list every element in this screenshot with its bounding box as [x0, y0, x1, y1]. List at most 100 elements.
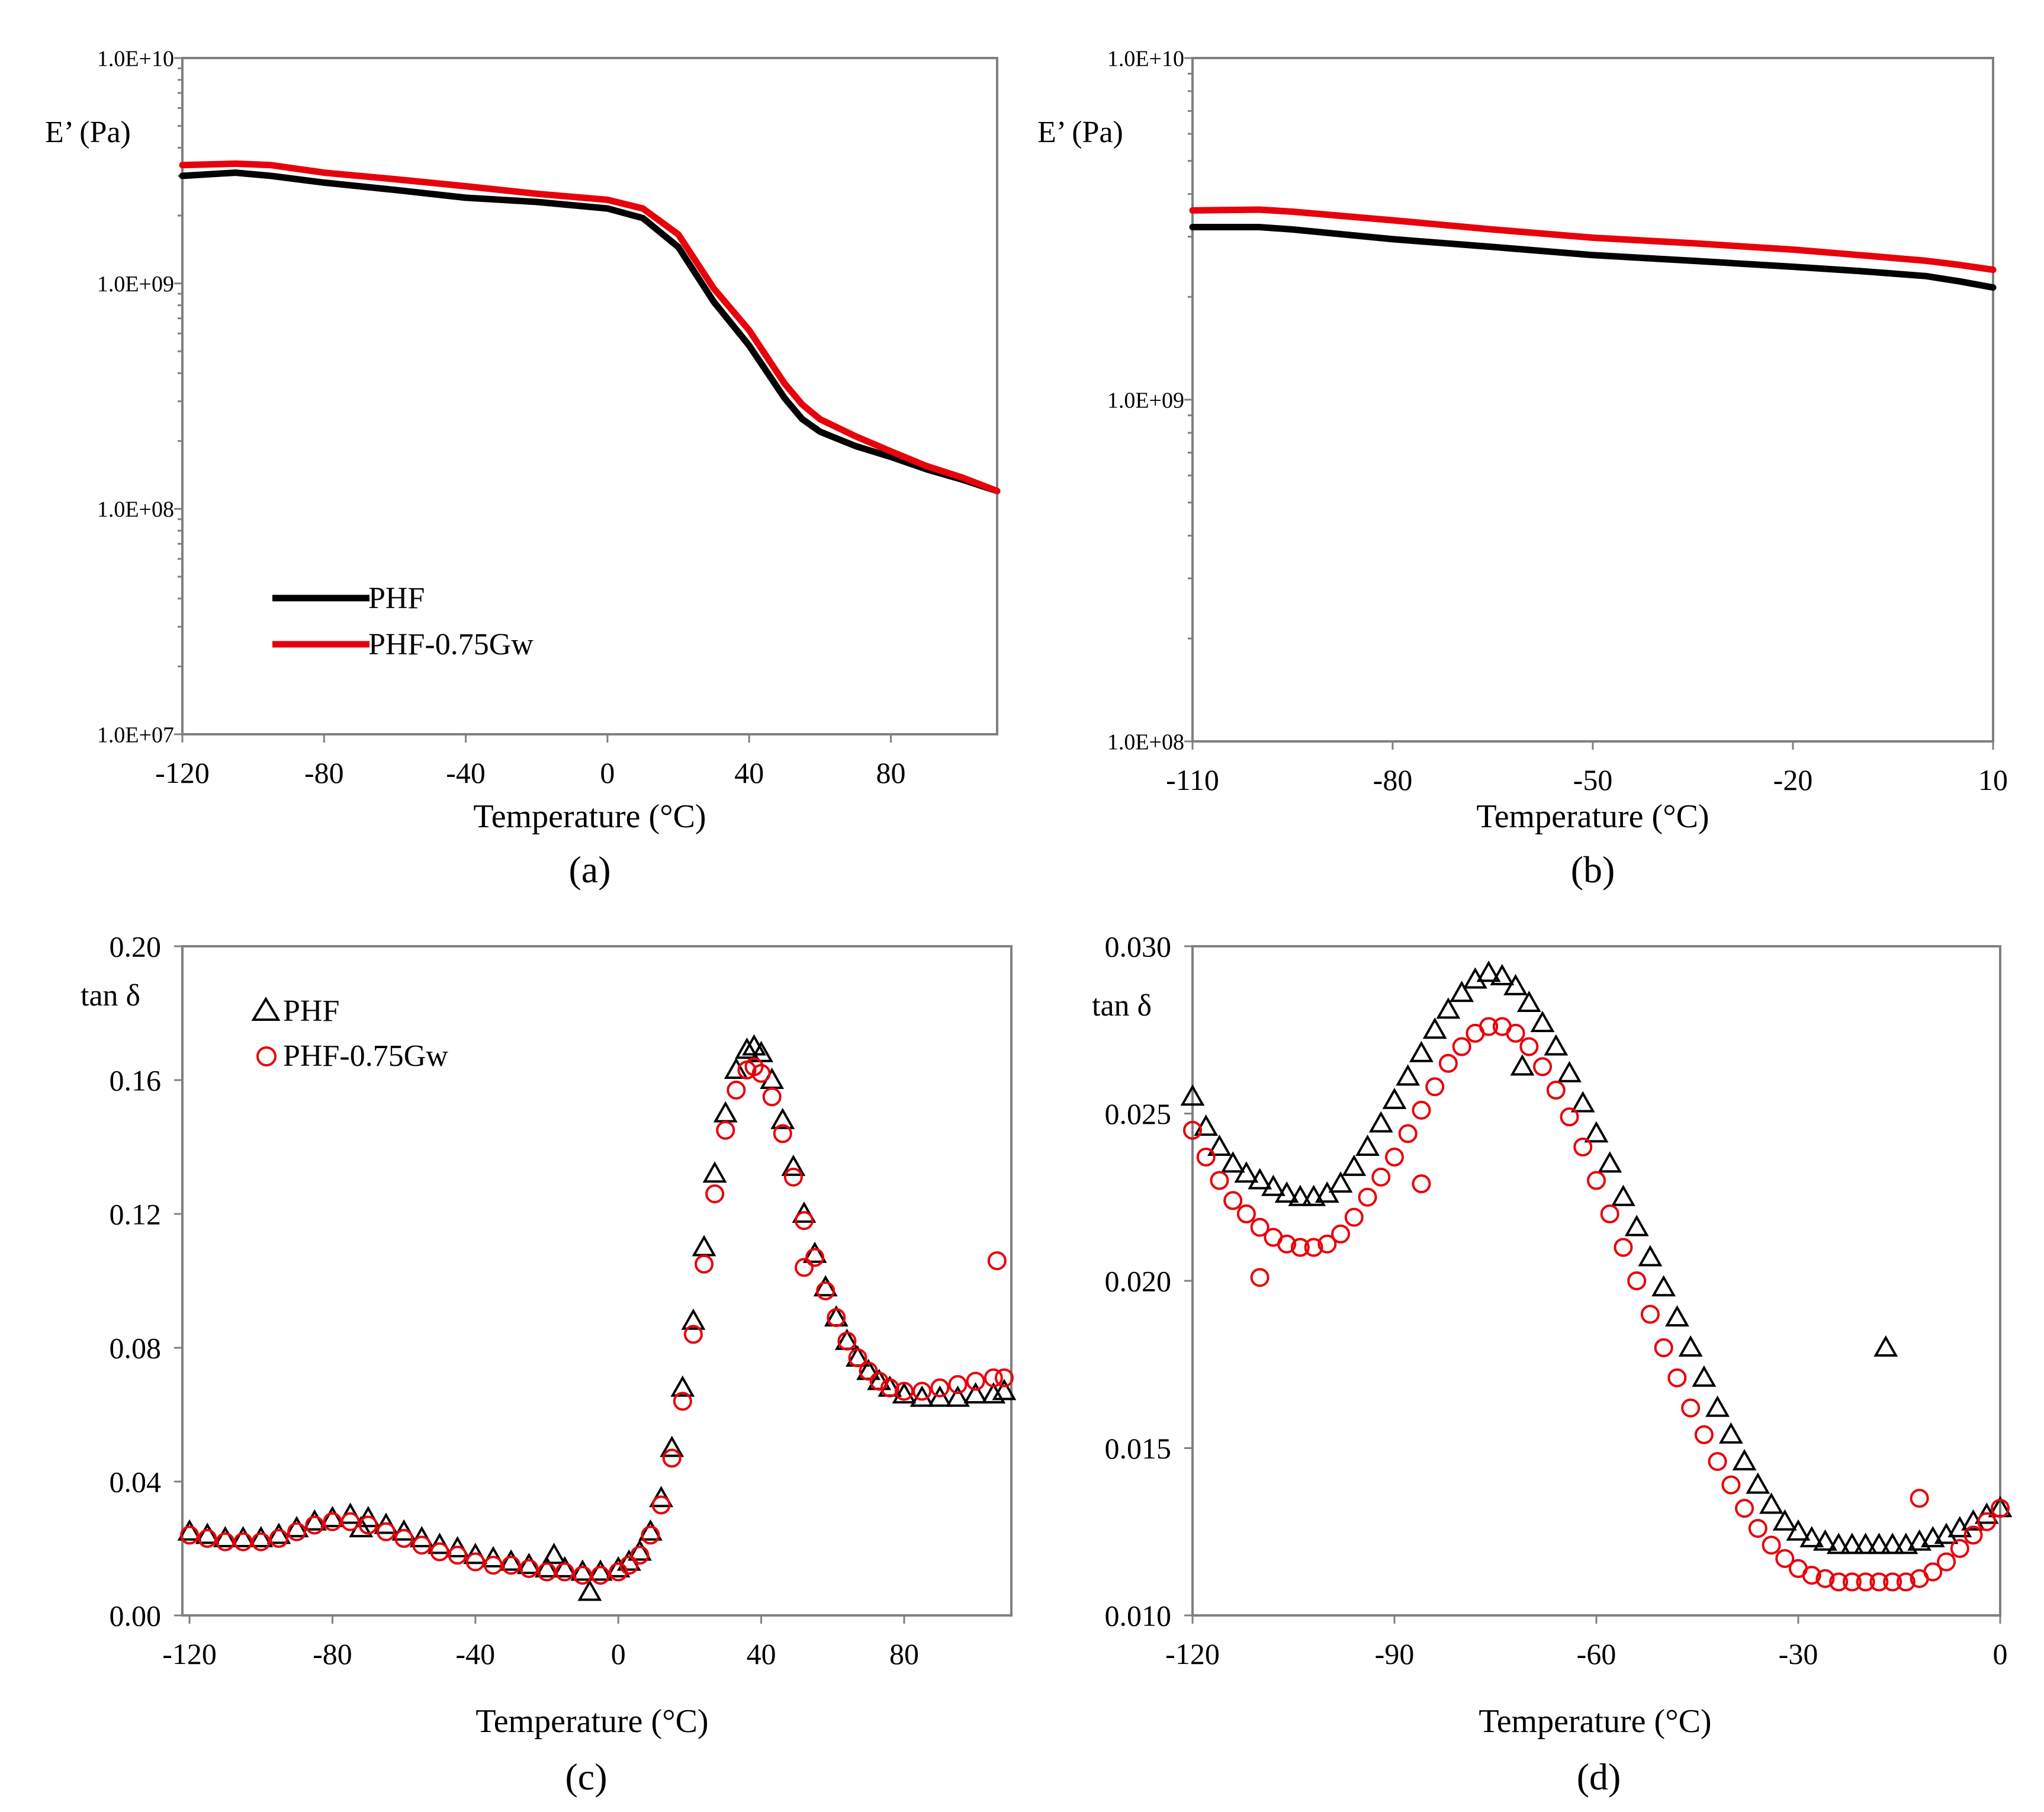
y-tick-label: 0.08: [110, 1332, 162, 1365]
y-tick-label: 0.025: [1105, 1097, 1172, 1130]
data-point-PHF: [1544, 1034, 1569, 1056]
data-point-PHF-0.75Gw: [1991, 1499, 2010, 1518]
data-point-PHF: [231, 1525, 256, 1548]
data-point-PHF-0.75Gw: [340, 1512, 360, 1531]
data-point-PHF: [177, 1519, 202, 1541]
data-point-PHF: [1786, 1519, 1811, 1541]
data-point-PHF: [213, 1525, 237, 1548]
data-point-PHF: [1328, 1171, 1353, 1193]
data-point-PHF-0.75Gw: [216, 1532, 235, 1551]
data-point-PHF: [284, 1516, 309, 1538]
data-point-PHF-0.75Gw: [762, 1087, 782, 1107]
data-point-PHF: [1920, 1525, 1945, 1548]
data-point-PHF-0.75Gw: [795, 1211, 814, 1231]
data-point-PHF-0.75Gw: [848, 1348, 867, 1367]
x-tick-label: -120: [162, 1637, 217, 1670]
data-point-PHF-0.75Gw: [1398, 1124, 1418, 1143]
tick-marks: [1184, 945, 2001, 1624]
data-point-PHF-0.75Gw: [1815, 1569, 1835, 1588]
data-point-PHF: [302, 1509, 327, 1531]
y-axis-label: tan δ: [81, 979, 140, 1013]
data-point-PHF-0.75Gw: [880, 1378, 899, 1397]
data-point-PHF-0.75Gw: [269, 1529, 288, 1548]
data-point-PHF-0.75Gw: [358, 1515, 378, 1535]
data-point-PHF: [320, 1506, 345, 1528]
data-point-PHF-0.75Gw: [1869, 1572, 1889, 1592]
data-point-PHF: [588, 1559, 613, 1581]
x-tick-label: -60: [1577, 1637, 1616, 1670]
y-tick-label: 0.20: [110, 930, 162, 963]
series-layer: [1189, 206, 1997, 291]
panel-caption: (a): [568, 849, 610, 891]
series-line-PHF: [179, 169, 1001, 494]
data-point-PHF: [735, 1037, 759, 1059]
data-point-PHF-0.75Gw: [705, 1184, 725, 1204]
plot-frame: [1191, 57, 1994, 743]
data-point-PHF-0.75Gw: [751, 1064, 771, 1083]
data-point-PHF: [760, 1067, 785, 1089]
data-point-PHF-0.75Gw: [695, 1254, 714, 1274]
data-point-PHF: [1799, 1525, 1824, 1548]
data-point-PHF-0.75Gw: [994, 1368, 1014, 1387]
data-point-PHF-0.75Gw: [869, 1371, 889, 1391]
y-tick-label: 1.0E+09: [97, 272, 174, 297]
data-point-PHF-0.75Gw: [1519, 1037, 1539, 1056]
y-tick-label: 0.020: [1105, 1265, 1172, 1298]
data-point-PHF-0.75Gw: [1196, 1147, 1216, 1167]
data-point-PHF-0.75Gw: [716, 1120, 735, 1140]
x-tick-label: -20: [1773, 763, 1813, 796]
data-point-PHF: [946, 1385, 970, 1407]
data-point-PHF-0.75Gw: [1654, 1338, 1673, 1357]
data-point-PHF: [1220, 1151, 1245, 1173]
legend-label-PHF-0.75Gw: PHF-0.75Gw: [368, 628, 534, 661]
series-line-PHF-0.75Gw: [179, 160, 1001, 494]
data-point-PHF: [535, 1556, 559, 1578]
data-point-PHF: [1194, 1114, 1219, 1136]
data-point-PHF-0.75Gw: [673, 1392, 692, 1411]
data-point-PHF-0.75Gw: [1533, 1057, 1553, 1077]
panel-caption: (b): [1571, 849, 1615, 891]
data-point-PHF: [1584, 1121, 1609, 1143]
data-point-PHF: [1557, 1061, 1582, 1082]
plot-frame: [181, 945, 1013, 1617]
data-point-PHF: [1409, 1040, 1434, 1062]
data-point-PHF-0.75Gw: [1250, 1217, 1270, 1237]
data-point-PHF: [1664, 1305, 1689, 1327]
y-tick-label: 1.0E+10: [1107, 46, 1184, 71]
data-point-PHF: [249, 1525, 274, 1548]
x-tick-label: 0: [1993, 1637, 2008, 1670]
x-tick-label: -80: [1373, 763, 1413, 796]
data-point-PHF: [1274, 1181, 1299, 1203]
data-point-PHF: [1450, 981, 1474, 1003]
data-point-PHF-0.75Gw: [519, 1559, 539, 1578]
data-point-PHF-0.75Gw: [1331, 1224, 1351, 1244]
series-line-PHF: [1189, 224, 1997, 291]
data-point-PHF: [1261, 1174, 1285, 1196]
data-point-PHF-0.75Gw: [1438, 1053, 1458, 1073]
data-point-PHF: [1355, 1134, 1380, 1156]
plot-frame: [1191, 945, 2001, 1617]
x-tick-label: -80: [313, 1637, 352, 1670]
data-point-PHF-0.75Gw: [1883, 1572, 1902, 1592]
data-point-PHF-0.75Gw: [1236, 1204, 1256, 1223]
data-point-PHF-0.75Gw: [1829, 1572, 1849, 1592]
data-point-PHF: [992, 1379, 1017, 1400]
data-point-PHF-0.75Gw: [930, 1378, 950, 1397]
data-point-PHF-0.75Gw: [1344, 1207, 1364, 1227]
data-point-PHF: [724, 1057, 748, 1080]
data-point-PHF: [1476, 960, 1501, 982]
data-point-PHF-0.75Gw: [1640, 1305, 1660, 1324]
data-point-PHF: [1705, 1395, 1730, 1417]
data-point-PHF-0.75Gw: [1775, 1548, 1795, 1568]
data-point-PHF: [499, 1549, 523, 1571]
data-point-PHF: [670, 1375, 695, 1397]
data-point-PHF: [1894, 1533, 1918, 1554]
data-point-PHF-0.75Gw: [1667, 1368, 1687, 1387]
data-point-PHF-0.75Gw: [683, 1325, 703, 1344]
data-point-PHF: [638, 1519, 663, 1541]
data-point-PHF-0.75Gw: [1681, 1398, 1701, 1418]
data-point-PHF-0.75Gw: [1735, 1499, 1754, 1518]
data-point-PHF-0.75Gw: [1506, 1023, 1525, 1043]
x-tick-label: -30: [1779, 1637, 1818, 1670]
data-point-PHF-0.75Gw: [783, 1167, 803, 1187]
